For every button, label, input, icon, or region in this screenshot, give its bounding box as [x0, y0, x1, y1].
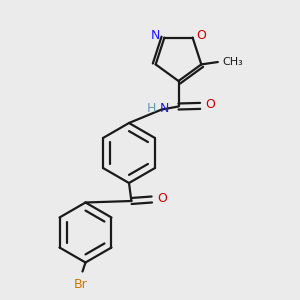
Text: N: N: [151, 29, 160, 42]
Text: Br: Br: [74, 278, 88, 291]
Text: O: O: [206, 98, 215, 111]
Text: CH₃: CH₃: [222, 57, 243, 67]
Text: O: O: [157, 192, 167, 205]
Text: O: O: [196, 29, 206, 42]
Text: H: H: [147, 102, 157, 115]
Text: N: N: [160, 102, 169, 115]
